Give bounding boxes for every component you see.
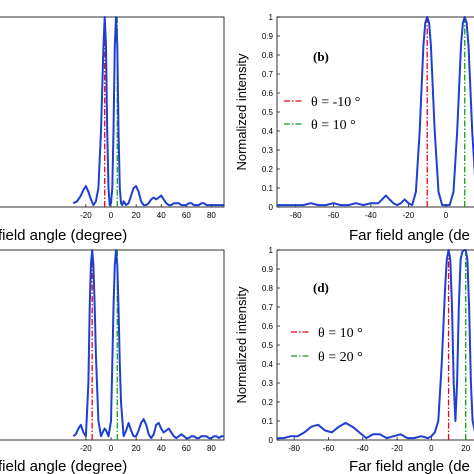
panel-a-curve: [72, 16, 224, 207]
panel-d-xtick-label: -60: [323, 444, 335, 453]
panel-b-ylabel: Normalized intensity: [234, 53, 249, 171]
panel-b-ytick-label: 0: [269, 203, 274, 212]
panel-d-frame: [276, 249, 474, 441]
panel-a-xtick-label: 20: [132, 211, 141, 220]
panel-d-xtick-label: 20: [461, 444, 470, 453]
panel-b-intensity-line: [277, 16, 474, 207]
panel-a-x-ticks: -20 0 20 40 60 80: [80, 204, 216, 220]
panel-b-xtick-label: -20: [403, 211, 415, 220]
panel-c-xlabel: field angle (degree): [0, 458, 127, 474]
panel-d-ytick-label: 0.9: [262, 265, 274, 274]
panel-c-xtick-label: 0: [109, 444, 114, 453]
panel-b-xtick-label: -60: [328, 211, 340, 220]
panel-c: -20 0 20 40 60 80 field angle (degree): [0, 249, 225, 474]
panel-b-ytick-label: 0.9: [262, 32, 274, 41]
panel-c-curve: [72, 249, 224, 440]
panel-b-frame: [276, 16, 474, 208]
panel-b-ytick-label: 0.2: [262, 165, 274, 174]
panel-b-markers: [426, 17, 466, 207]
panel-d-ytick-label: 0.7: [262, 303, 274, 312]
panel-d-x-ticks: -80 -60 -40 -20 0 20: [288, 437, 471, 453]
panel-d-xtick-label: -40: [357, 444, 369, 453]
panel-d-curve: [277, 249, 474, 440]
panel-d-y-ticks: 0 0.1 0.2 0.3 0.4 0.5 0.6 0.7 0.8 0.9 1: [262, 246, 280, 445]
panel-c-xtick-label: 20: [132, 444, 141, 453]
panel-d-ytick-label: 1: [269, 246, 274, 255]
panel-c-xtick-label: -20: [80, 444, 92, 453]
panel-b-ytick-label: 0.7: [262, 70, 274, 79]
panel-d-ytick-label: 0.8: [262, 284, 274, 293]
panel-b-xtick-label: 0: [444, 211, 449, 220]
panel-d-ytick-label: 0.1: [262, 417, 274, 426]
panel-c-x-ticks: -20 0 20 40 60 80: [80, 437, 216, 453]
panel-d-ylabel: Normalized intensity: [234, 286, 249, 404]
panel-d-ytick-label: 0: [269, 436, 274, 445]
panel-b-ytick-label: 0.1: [262, 184, 274, 193]
panel-a-xlabel: field angle (degree): [0, 227, 127, 244]
panel-d-xtick-label: -80: [288, 444, 300, 453]
panel-a-xtick-label: 60: [182, 211, 191, 220]
panel-d-ytick-label: 0.4: [262, 360, 274, 369]
panel-b-legend: θ = -10 ° θ = 10 °: [284, 95, 360, 133]
panel-b-ytick-label: 1: [269, 13, 274, 22]
panel-d-xtick-label: -20: [391, 444, 403, 453]
panel-c-xtick-label: 80: [207, 444, 216, 453]
panel-d-xtick-label: 0: [429, 444, 434, 453]
panel-d-intensity-line: [277, 249, 474, 440]
panel-b-ytick-label: 0.3: [262, 146, 274, 155]
panel-d-ytick-label: 0.2: [262, 398, 274, 407]
panel-b-xtick-label: -80: [290, 211, 302, 220]
panel-b-ytick-label: 0.6: [262, 89, 274, 98]
panel-c-xtick-label: 60: [182, 444, 191, 453]
panel-d-ytick-label: 0.6: [262, 322, 274, 331]
panel-c-intensity-line: [72, 249, 224, 440]
panel-a: -20 0 20 40 60 80 field angle (degree): [0, 16, 225, 244]
panel-b-ytick-label: 0.4: [262, 127, 274, 136]
panel-c-xtick-label: 40: [157, 444, 166, 453]
panel-b-legend-label-1: θ = -10 °: [311, 95, 360, 110]
panel-d: -80 -60 -40 -20 0 20 0 0.1 0.2 0.3 0.4 0.5 0.6 0.7 0.…: [234, 246, 474, 474]
panel-d-ytick-label: 0.5: [262, 341, 274, 350]
panel-b-label: (b): [313, 49, 329, 64]
panel-a-xtick-label: 0: [109, 211, 114, 220]
panel-d-ytick-label: 0.3: [262, 379, 274, 388]
panel-b-xtick-label: -40: [365, 211, 377, 220]
panel-d-label: (d): [313, 280, 329, 295]
panel-a-xtick-label: -20: [80, 211, 92, 220]
panel-d-legend-label-1: θ = 10 °: [318, 326, 363, 341]
panel-d-xlabel: Far field angle (de: [349, 458, 470, 474]
panel-d-legend: θ = 10 ° θ = 20 °: [291, 326, 363, 365]
panel-d-markers: [447, 250, 467, 440]
panel-b-ytick-label: 0.5: [262, 108, 274, 117]
panel-a-intensity-line: [72, 16, 224, 207]
panel-d-legend-label-2: θ = 20 °: [318, 350, 363, 365]
panel-b-legend-label-2: θ = 10 °: [311, 118, 356, 133]
panel-b-y-ticks: 0 0.1 0.2 0.3 0.4 0.5 0.6 0.7 0.8 0.9 1: [262, 13, 280, 212]
panel-a-xtick-label: 40: [157, 211, 166, 220]
panel-a-xtick-label: 80: [207, 211, 216, 220]
panel-b-ytick-label: 0.8: [262, 51, 274, 60]
panel-b-curve: [277, 16, 474, 207]
panel-b-xlabel: Far field angle (de: [349, 227, 470, 244]
